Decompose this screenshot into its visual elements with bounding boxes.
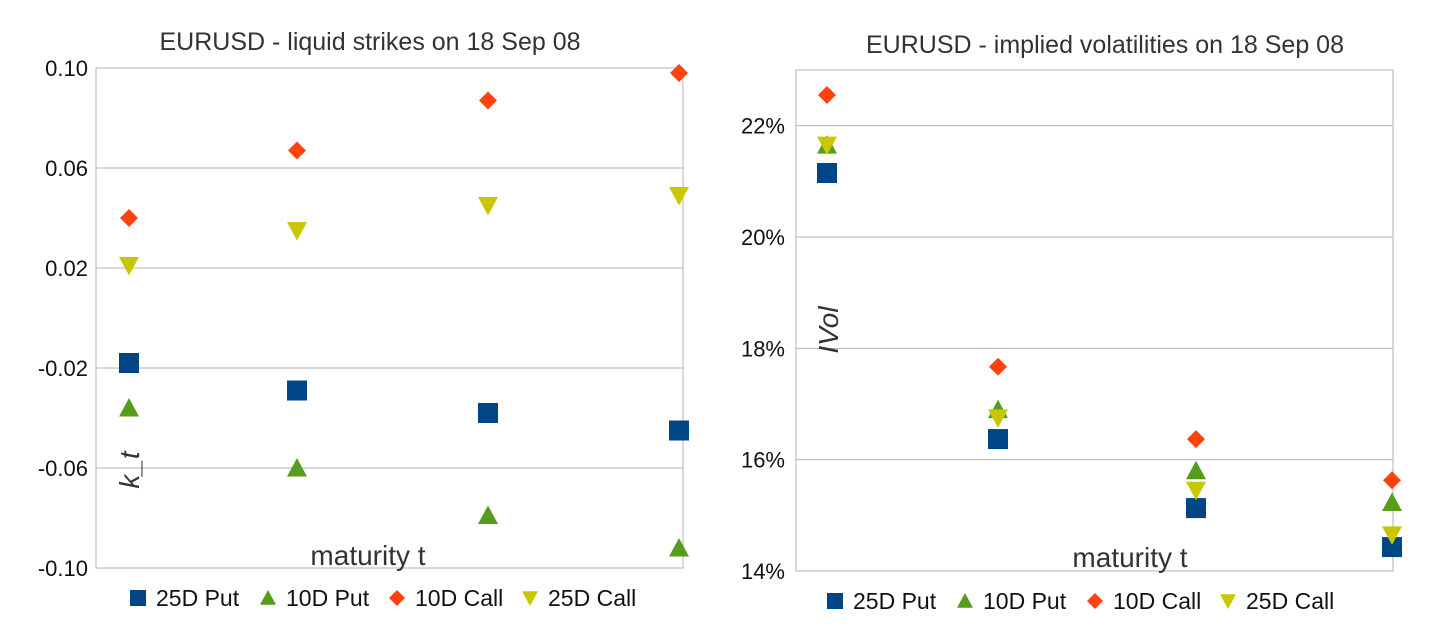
data-point-10d-call <box>818 86 836 105</box>
data-point-10d-call <box>989 357 1007 376</box>
data-point-25d-call <box>1186 481 1206 501</box>
legend-marker <box>957 593 973 608</box>
data-point-25d-put <box>478 403 498 423</box>
y-tick-label: -0.10 <box>38 556 88 581</box>
legend-label: 25D Put <box>853 588 937 614</box>
data-point-25d-put <box>1186 498 1206 519</box>
legend-label: 25D Call <box>548 585 636 611</box>
legend-marker <box>522 591 538 606</box>
implied-vol-chart: EURUSD - implied volatilities on 18 Sep … <box>741 31 1402 614</box>
data-point-25d-call <box>669 187 689 206</box>
legend-label: 10D Call <box>415 585 503 611</box>
y-axis-label: IVol <box>813 306 844 354</box>
legend-label: 10D Put <box>286 585 370 611</box>
data-point-10d-call <box>120 209 138 227</box>
data-point-25d-call <box>119 257 139 276</box>
y-tick-label: 22% <box>741 114 785 139</box>
y-tick-label: 0.02 <box>45 256 88 281</box>
data-point-10d-call <box>479 91 497 110</box>
data-point-10d-call <box>288 141 306 160</box>
legend-marker <box>130 590 146 606</box>
legend: 25D Put 10D Put 10D Call 25D Call <box>130 585 636 611</box>
data-point-10d-put <box>1382 492 1402 512</box>
chart-title: EURUSD - liquid strikes on 18 Sep 08 <box>159 28 580 56</box>
y-tick-label: 14% <box>741 559 785 584</box>
y-tick-label: -0.06 <box>38 456 88 481</box>
data-point-10d-call <box>1187 430 1205 449</box>
data-point-25d-call <box>287 222 307 241</box>
data-point-10d-put <box>287 458 307 477</box>
y-tick-label: 18% <box>741 336 785 361</box>
legend: 25D Put 10D Put 10D Call 25D Call <box>827 588 1334 614</box>
data-point-10d-put <box>1186 460 1206 480</box>
y-tick-label: 0.10 <box>45 56 88 81</box>
legend-label: 10D Call <box>1113 588 1201 614</box>
data-point-25d-call <box>478 197 498 216</box>
strikes-chart: EURUSD - liquid strikes on 18 Sep 08 0.1… <box>38 28 689 611</box>
data-point-25d-call <box>1382 526 1402 545</box>
y-tick-label: 0.06 <box>45 156 88 181</box>
data-point-25d-put <box>1382 537 1402 558</box>
legend-label: 25D Call <box>1246 588 1334 614</box>
data-point-25d-put <box>817 162 837 183</box>
legend-marker <box>389 590 405 606</box>
y-axis-label: k_t <box>114 450 145 489</box>
x-axis-label: maturity t <box>1072 542 1187 573</box>
data-point-10d-put <box>119 398 139 417</box>
data-point-25d-put <box>988 429 1008 450</box>
data-point-10d-put <box>478 505 498 524</box>
y-tick-label: 20% <box>741 225 785 250</box>
data-point-25d-put <box>669 420 689 441</box>
data-point-25d-call <box>988 409 1008 428</box>
y-tick-label: -0.02 <box>38 356 88 381</box>
y-tick-label: 16% <box>741 448 785 473</box>
legend-label: 10D Put <box>983 588 1067 614</box>
data-point-25d-put <box>287 380 307 401</box>
legend-label: 25D Put <box>156 585 240 611</box>
plot-frame <box>95 67 684 569</box>
legend-marker <box>260 590 276 605</box>
data-point-10d-put <box>669 538 689 557</box>
data-point-10d-call <box>1383 471 1401 490</box>
plot-frame <box>795 69 1394 572</box>
data-point-25d-call <box>817 136 837 156</box>
x-axis-label: maturity t <box>310 540 425 571</box>
data-point-25d-put <box>119 353 139 373</box>
legend-marker <box>827 593 843 609</box>
chart-title: EURUSD - implied volatilities on 18 Sep … <box>866 31 1344 59</box>
legend-marker <box>1220 594 1236 609</box>
legend-marker <box>1087 593 1103 609</box>
data-point-10d-call <box>670 64 688 82</box>
